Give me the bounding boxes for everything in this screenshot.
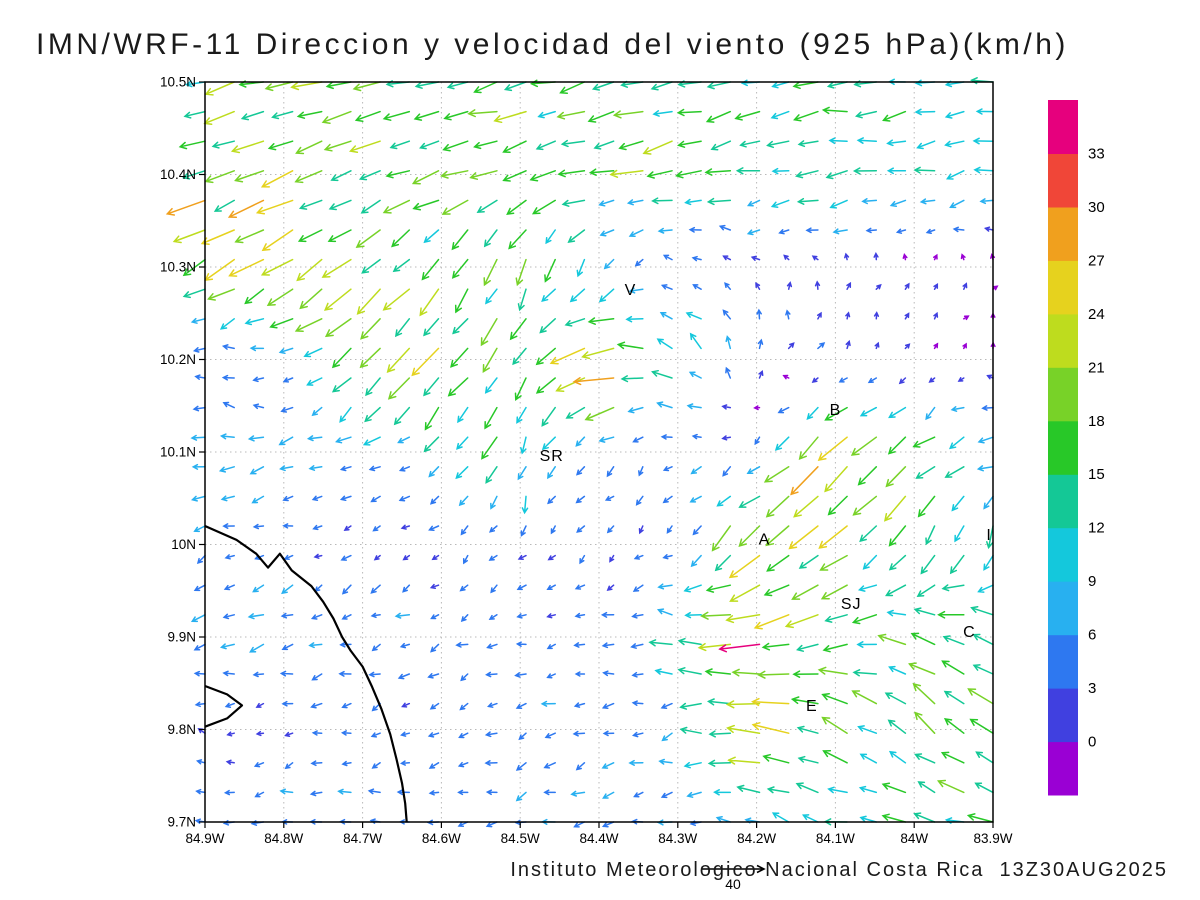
x-tick-label-84W: 84W: [900, 831, 928, 846]
y-tick-label-9.9N: 9.9N: [167, 630, 196, 645]
colorbar-level-24: 24: [1088, 306, 1105, 323]
wind-vectors-color-2: [192, 224, 994, 828]
axis-labels: 84.9W 84.8W 84.7W 84.6W 84.5W 84.4W 84.3W 84.2W…: [160, 75, 1013, 847]
colorbar-level-21: 21: [1088, 359, 1105, 376]
x-tick-label-84.7W: 84.7W: [343, 831, 382, 846]
colorbar-level-3: 3: [1088, 680, 1096, 697]
wind-vectors-color-12: [718, 643, 761, 653]
wind-vectors-color-5: [182, 77, 994, 826]
wind-vectors-color-0: [753, 253, 999, 411]
wind-vectors: [165, 77, 999, 828]
colorbar-block-3: [1048, 581, 1078, 636]
x-tick-label-84.6W: 84.6W: [422, 831, 461, 846]
y-tick-label-10.3N: 10.3N: [160, 260, 196, 275]
wind-vectors-color-1: [197, 226, 994, 765]
x-tick-label-84.3W: 84.3W: [658, 831, 697, 846]
colorbar-level-9: 9: [1088, 573, 1096, 590]
gridlines-path: [205, 82, 993, 822]
colorbar-level-12: 12: [1088, 520, 1105, 537]
reference-vector-label: 40: [725, 876, 741, 892]
colorbar-block-5: [1048, 474, 1078, 529]
reference-vector-arrow: [702, 864, 766, 874]
station-labels: V B SR A SJ C E I: [540, 282, 991, 715]
colorbar-block-8: [1048, 313, 1078, 368]
wind-vectors-color-4: [184, 78, 994, 824]
caption: Instituto Meteorologico Nacional Costa R…: [510, 859, 1168, 881]
wind-vectors-color-8: [172, 81, 907, 765]
station-label-SJ: SJ: [841, 596, 862, 613]
colorbar-level-0: 0: [1088, 734, 1096, 751]
colorbar-block-9: [1048, 260, 1078, 315]
station-label-I: I: [986, 527, 991, 544]
y-tick-label-10.5N: 10.5N: [160, 75, 196, 90]
colorbar-block-10: [1048, 206, 1078, 261]
wind-vectors-color-3: [190, 198, 994, 826]
coastline: [204, 524, 408, 823]
x-tick-label-84.4W: 84.4W: [579, 831, 618, 846]
station-label-V: V: [625, 282, 637, 299]
station-label-SR: SR: [540, 448, 564, 465]
wind-vectors-color-10: [165, 199, 819, 496]
wind-vectors-color-7: [204, 81, 994, 794]
wind-vectors-color-6: [178, 79, 994, 823]
colorbar-block-2: [1048, 634, 1078, 689]
colorbar-block-0: [1048, 741, 1078, 796]
station-label-E: E: [806, 698, 818, 715]
y-tick-label-9.7N: 9.7N: [167, 815, 196, 830]
y-tick-label-9.8N: 9.8N: [167, 722, 196, 737]
x-tick-label-84.1W: 84.1W: [816, 831, 855, 846]
reference-vector: 40: [702, 864, 766, 892]
grid-lines: [205, 82, 993, 822]
y-tick-label-10.2N: 10.2N: [160, 352, 196, 367]
x-tick-label-84.5W: 84.5W: [501, 831, 540, 846]
colorbar: 0 3 6 9 12 15 18 21 24 27 30 33: [1048, 100, 1105, 796]
y-tick-label-10.4N: 10.4N: [160, 167, 196, 182]
coastline-mainland: [204, 524, 408, 823]
colorbar-block-12: [1048, 100, 1078, 154]
x-tick-label-84.2W: 84.2W: [737, 831, 776, 846]
x-tick-label-83.9W: 83.9W: [973, 831, 1012, 846]
station-label-A: A: [759, 532, 771, 549]
station-label-B: B: [830, 402, 842, 419]
colorbar-level-6: 6: [1088, 627, 1096, 644]
wind-vectors-color-9: [200, 170, 848, 734]
colorbar-block-4: [1048, 527, 1078, 582]
chart-title: IMN/WRF-11 Direccion y velocidad del vie…: [36, 28, 1069, 61]
y-tick-label-10.1N: 10.1N: [160, 445, 196, 460]
coastline-peninsula: [204, 684, 244, 728]
colorbar-level-27: 27: [1088, 252, 1105, 269]
station-label-C: C: [963, 624, 976, 641]
x-tick-label-84.8W: 84.8W: [264, 831, 303, 846]
y-tick-label-10N: 10N: [171, 537, 196, 552]
x-tick-label-84.9W: 84.9W: [185, 831, 224, 846]
colorbar-block-7: [1048, 367, 1078, 422]
colorbar-level-18: 18: [1088, 413, 1105, 430]
colorbar-level-15: 15: [1088, 466, 1105, 483]
colorbar-block-11: [1048, 153, 1078, 208]
colorbar-level-30: 30: [1088, 199, 1105, 216]
colorbar-block-6: [1048, 420, 1078, 475]
colorbar-level-33: 33: [1088, 146, 1105, 163]
colorbar-block-1: [1048, 688, 1078, 743]
